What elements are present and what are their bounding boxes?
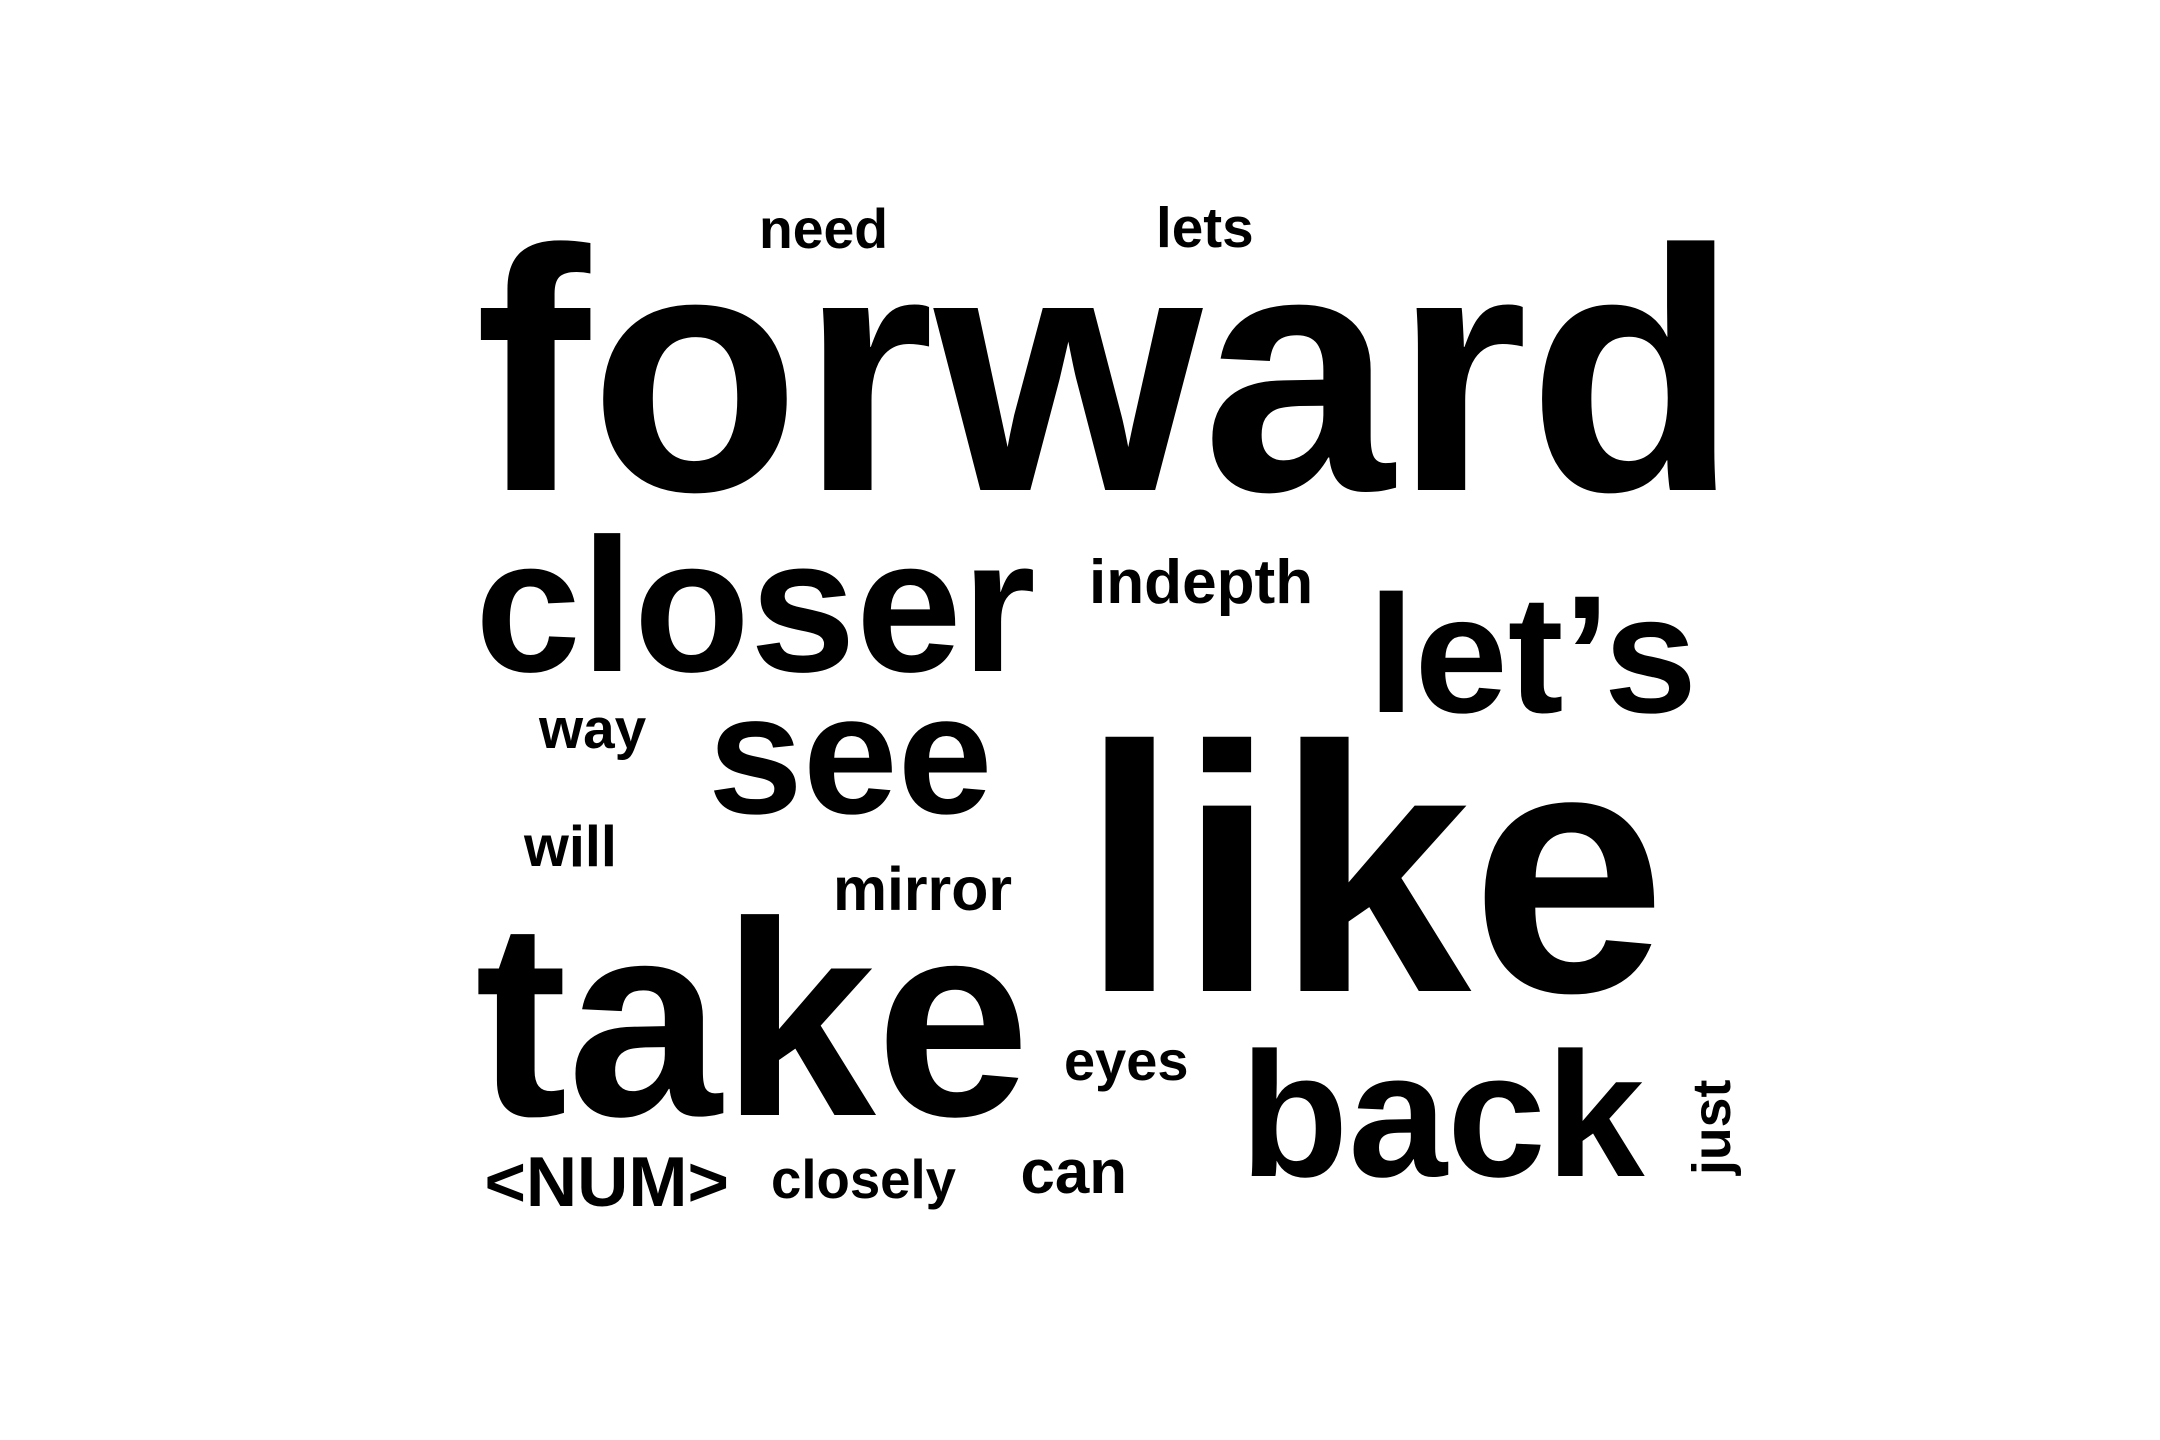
word-lets: lets	[1156, 197, 1254, 260]
word-forward: forward	[475, 179, 1739, 564]
word-mirror: mirror	[833, 854, 1012, 923]
word-closely: closely	[771, 1149, 957, 1210]
word-like: like	[1081, 674, 1667, 1066]
word-indepth: indepth	[1089, 548, 1314, 617]
word-will: will	[524, 815, 617, 879]
word-can: can	[1020, 1138, 1128, 1207]
word-lets-apostrophe: let’s	[1368, 560, 1698, 748]
word-just: just	[1682, 1079, 1742, 1175]
word-num: <NUM>	[484, 1142, 729, 1222]
word-take: take	[475, 864, 1031, 1174]
word-back: back	[1240, 1015, 1645, 1214]
word-closer: closer	[475, 500, 1036, 712]
word-see: see	[708, 659, 993, 850]
word-need: need	[759, 198, 889, 260]
word-way: way	[539, 697, 647, 761]
word-eyes: eyes	[1064, 1029, 1189, 1092]
